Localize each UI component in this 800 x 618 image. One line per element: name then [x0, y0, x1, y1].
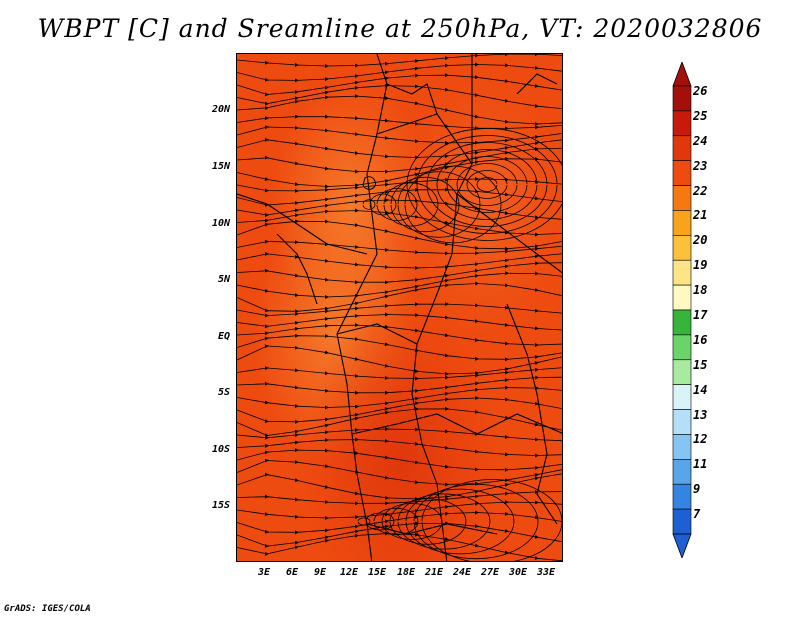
colorbar-swatch — [672, 459, 692, 485]
colorbar-swatch — [672, 483, 692, 510]
map-panel — [236, 53, 563, 562]
colorbar-swatch — [672, 508, 692, 535]
lat-label: 20N — [211, 104, 230, 115]
lon-label: 12E — [339, 567, 359, 578]
lat-label: 5N — [217, 274, 230, 285]
streamline — [446, 156, 528, 213]
lat-label: 15N — [211, 161, 230, 172]
streamline — [389, 498, 467, 545]
colorbar-label: 13 — [693, 407, 708, 422]
colorbar-label: 25 — [693, 108, 708, 123]
colorbar-swatch — [672, 334, 692, 361]
country-borders — [237, 54, 562, 561]
lat-label: 5S — [217, 387, 230, 398]
colorbar-label: 23 — [693, 158, 708, 173]
streamline — [376, 188, 418, 221]
colorbar-label: 14 — [693, 382, 708, 397]
lon-label: 33E — [536, 567, 556, 578]
streamline — [426, 142, 548, 227]
colorbar-swatch — [672, 359, 692, 385]
colorbar-label: 22 — [693, 183, 708, 198]
lon-label: 15E — [367, 567, 387, 578]
streamline — [397, 171, 481, 238]
colorbar-label: 9 — [693, 482, 701, 497]
streamline — [383, 182, 439, 227]
colorbar-swatch — [672, 135, 692, 161]
lon-label: 21E — [424, 567, 444, 578]
lake-chad-outline — [362, 176, 376, 190]
colorbar-label: 17 — [693, 308, 708, 322]
colorbar-swatch — [672, 284, 692, 311]
lon-label: 6E — [285, 567, 299, 578]
streamline — [365, 512, 395, 531]
colorbar-swatch — [672, 210, 692, 236]
streamline — [373, 507, 419, 536]
lon-label: 3E — [257, 567, 271, 578]
colorbar-label: 19 — [693, 258, 708, 273]
colorbar-label: 7 — [693, 507, 701, 522]
lon-label: 30E — [508, 567, 528, 578]
streamline — [406, 128, 562, 241]
streamline — [357, 517, 371, 526]
streamlines — [237, 54, 562, 561]
lat-label: 10S — [211, 444, 230, 455]
streamline — [466, 170, 508, 199]
colorbar-swatch — [672, 434, 692, 460]
streamline — [362, 199, 376, 210]
colorbar-label: 24 — [693, 133, 708, 148]
colorbar-swatch — [672, 384, 692, 410]
lon-label: 9E — [313, 567, 327, 578]
streamline — [421, 479, 562, 561]
lat-label: 10N — [211, 218, 230, 229]
lat-label: 15S — [211, 500, 230, 511]
colorbar-swatch — [672, 160, 692, 186]
lon-label: 24E — [452, 567, 472, 578]
colorbar-label: 12 — [693, 432, 708, 447]
colorbar-label: 18 — [693, 283, 708, 298]
lat-label: EQ — [217, 331, 230, 342]
streamline — [404, 165, 502, 244]
colorbar-swatch — [672, 235, 692, 261]
map-title: WBPT [C] and Sreamline at 250hPa, VT: 20… — [37, 14, 763, 43]
lon-label: 18E — [396, 567, 416, 578]
streamline — [436, 149, 538, 220]
colorbar-swatch — [672, 259, 692, 286]
colorbar-swatch — [672, 85, 692, 112]
colorbar-max-arrow — [672, 62, 692, 87]
streamline — [476, 177, 498, 192]
streamline — [413, 483, 539, 560]
footer-credit: GrADS: IGES/COLA — [4, 604, 91, 614]
colorbar-label: 20 — [693, 233, 708, 248]
colorbar-label: 11 — [693, 457, 708, 472]
colorbar-label: 26 — [693, 84, 708, 98]
streamline — [416, 135, 558, 234]
colorbar-swatch — [672, 185, 692, 211]
colorbar-label: 16 — [693, 332, 708, 347]
colorbar-label: 21 — [693, 208, 708, 223]
lon-label: 27E — [480, 567, 500, 578]
streamline — [237, 239, 562, 256]
streamline — [456, 163, 518, 206]
colorbar-swatch — [672, 409, 692, 435]
colorbar-min-arrow — [672, 533, 692, 558]
colorbar — [672, 62, 692, 558]
colorbar-swatch — [672, 110, 692, 137]
streamline — [397, 493, 491, 550]
streamline — [369, 193, 397, 216]
streamline — [405, 488, 515, 555]
colorbar-swatch — [672, 309, 692, 336]
colorbar-label: 15 — [693, 357, 708, 372]
